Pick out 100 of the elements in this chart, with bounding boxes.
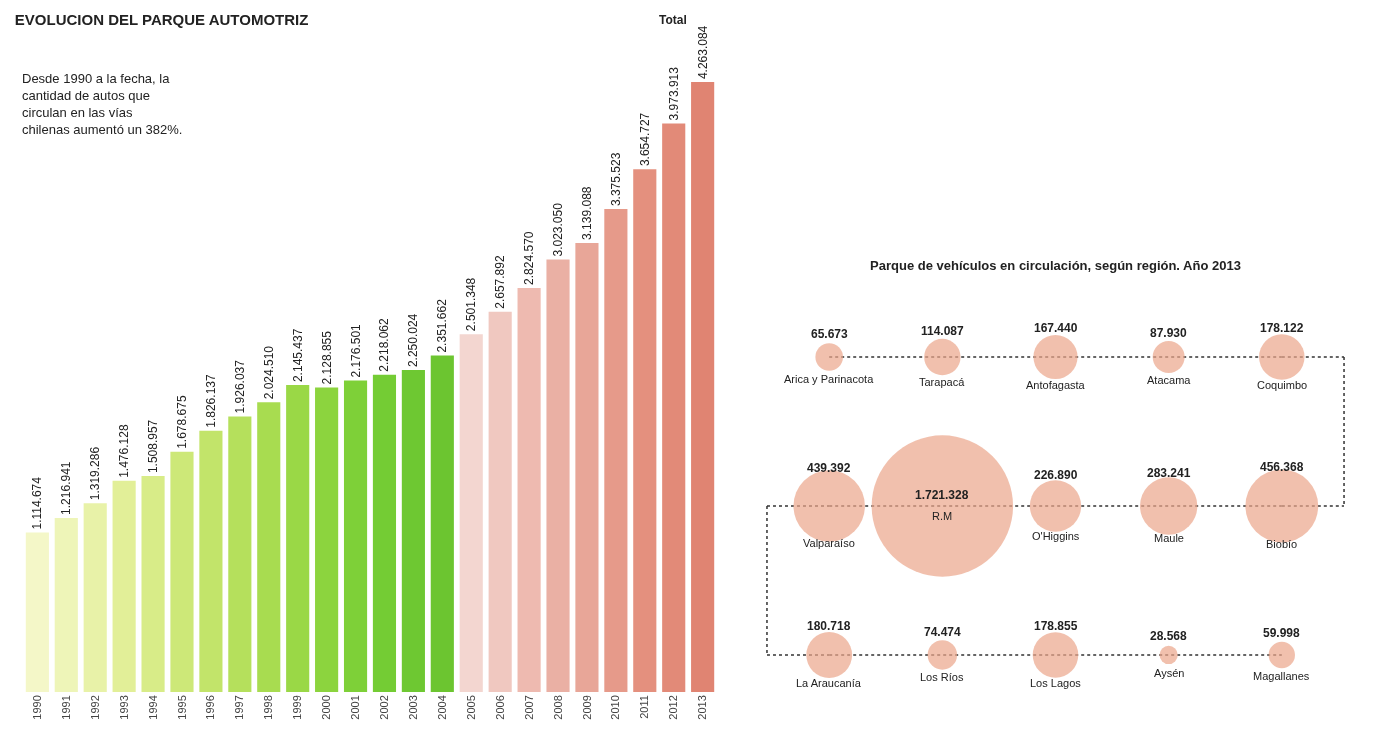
bar: [170, 451, 194, 692]
x-tick-label: 1995: [175, 695, 188, 720]
data-label: 2.176.501: [348, 323, 363, 378]
data-label: 3.139.088: [579, 186, 594, 240]
bar: [488, 311, 512, 692]
data-label: 1.319.286: [88, 446, 103, 501]
x-tick-label: 1993: [117, 695, 130, 720]
x-tick-label: 1998: [262, 695, 275, 720]
data-label: 178.855: [1034, 619, 1078, 633]
bar: [315, 387, 339, 692]
bar: [343, 380, 368, 692]
x-tick-label: 2013: [696, 695, 709, 720]
data-label: 2.824.570: [522, 231, 537, 285]
data-label: 2.351.662: [435, 298, 450, 353]
category-label: Los Lagos: [1030, 677, 1082, 689]
data-label: 1.508.957: [146, 419, 161, 474]
category-label: O'Higgins: [1032, 530, 1080, 542]
x-tick-label: 2006: [493, 695, 506, 720]
x-tick-label: 1997: [233, 695, 246, 720]
x-tick-label: 1991: [59, 695, 72, 720]
bar: [459, 334, 483, 692]
chart-title: EVOLUCION DEL PARQUE AUTOMOTRIZ: [14, 11, 309, 28]
bar: [372, 374, 397, 692]
data-label: 456.368: [1260, 460, 1304, 474]
bar: [662, 123, 686, 692]
data-label: 180.718: [807, 619, 851, 633]
bar: [112, 480, 136, 692]
data-label: 3.023.050: [551, 202, 566, 257]
data-label: 28.568: [1150, 629, 1188, 643]
category-label: Valparaíso: [803, 537, 855, 549]
bar: [691, 82, 715, 692]
data-label: 1.216.941: [59, 461, 74, 515]
data-label: 1.721.328: [915, 488, 969, 502]
data-label: 3.654.727: [637, 112, 652, 167]
data-label: 74.474: [924, 625, 962, 639]
data-label: 87.930: [1150, 326, 1188, 340]
data-label: 3.375.523: [608, 152, 623, 207]
data-label: 2.250.024: [406, 313, 421, 368]
bar: [228, 416, 252, 692]
x-tick-label: 2005: [464, 695, 477, 720]
data-label: 2.128.855: [319, 330, 334, 385]
data-label: 2.218.062: [377, 317, 392, 372]
data-label: 1.476.128: [117, 424, 132, 478]
data-label: 4.263.084: [695, 25, 710, 80]
x-tick-label: 2010: [609, 695, 622, 720]
x-tick-label: 2008: [551, 695, 564, 720]
category-label: Biobío: [1266, 538, 1298, 550]
category-label: Los Ríos: [920, 671, 964, 683]
bar: [546, 259, 570, 692]
bar: [430, 355, 454, 692]
data-label: 59.998: [1263, 626, 1301, 640]
text: Parque de vehículos en circulación, según región. Año 2013: [870, 258, 1241, 273]
bar: [141, 476, 165, 692]
category-label: Maule: [1154, 532, 1184, 544]
x-tick-label: 1990: [30, 695, 43, 720]
category-label: Tarapacá: [919, 376, 966, 388]
bar: [257, 402, 281, 692]
category-label: Atacama: [1147, 374, 1192, 386]
bar: [401, 370, 425, 692]
data-label: 2.501.348: [464, 277, 479, 332]
bar: [83, 503, 107, 692]
data-label: 1.926.037: [232, 359, 247, 414]
x-tick-label: 2012: [667, 695, 680, 720]
category-label: Antofagasta: [1026, 379, 1086, 391]
data-label: 439.392: [807, 461, 851, 475]
bar: [517, 287, 541, 692]
bar: [575, 242, 599, 692]
bar: [286, 385, 310, 692]
x-tick-label: 1999: [291, 695, 304, 720]
x-tick-label: 2001: [349, 695, 362, 720]
data-label: 2.024.510: [261, 345, 276, 400]
category-label: Arica y Parinacota: [784, 373, 875, 385]
x-tick-label: 1994: [146, 695, 159, 720]
data-label: 226.890: [1034, 468, 1078, 482]
data-label: 2.657.892: [493, 255, 508, 309]
category-label: Magallanes: [1253, 670, 1310, 682]
category-label: La Araucanía: [796, 677, 862, 689]
data-label: 2.145.437: [290, 328, 305, 383]
data-label: 167.440: [1034, 321, 1078, 335]
text: Desde 1990 a la fecha, la cantidad de autos que circulan en las vías chilenas aumentó un 382%.: [22, 71, 183, 137]
bar: [633, 169, 657, 692]
x-tick-label: 2003: [406, 695, 419, 720]
category-label: Aysén: [1154, 667, 1185, 679]
x-tick-label: 2000: [320, 695, 333, 720]
data-label: 1.114.674: [30, 476, 45, 530]
data-label: 3.973.913: [666, 66, 681, 121]
data-label: 1.826.137: [203, 374, 218, 428]
data-label: 114.087: [921, 324, 965, 338]
category-label: Coquimbo: [1257, 379, 1308, 391]
x-tick-label: 2002: [378, 695, 391, 720]
data-label: 65.673: [811, 327, 849, 341]
data-label: 283.241: [1147, 466, 1191, 480]
x-tick-label: 2007: [522, 695, 535, 720]
data-label: 1.678.675: [174, 395, 189, 449]
category-label: R.M: [932, 510, 953, 522]
x-tick-label: 2004: [435, 695, 448, 720]
bar: [54, 517, 78, 692]
bar: [604, 209, 628, 692]
data-label: 178.122: [1260, 321, 1304, 335]
x-tick-label: 2011: [638, 695, 651, 719]
